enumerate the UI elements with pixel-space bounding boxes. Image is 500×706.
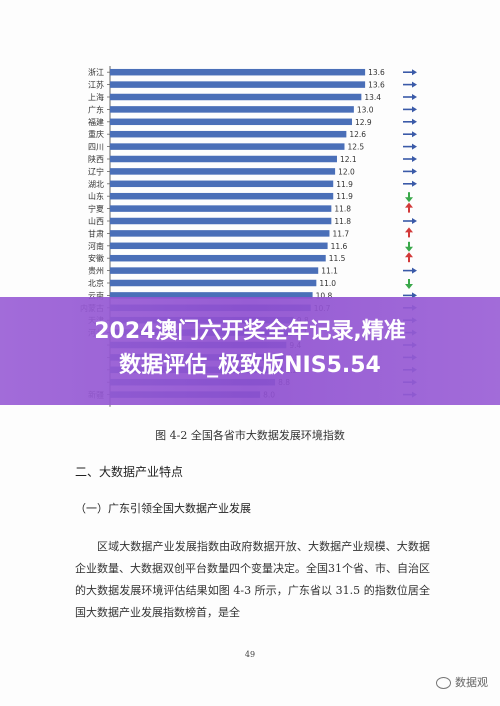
bar bbox=[110, 68, 366, 76]
value-label: 11.1 bbox=[321, 267, 338, 276]
trend-arrowhead-right-icon bbox=[412, 292, 417, 299]
bar bbox=[110, 81, 366, 88]
bar bbox=[110, 130, 347, 138]
bar-chart: 浙江 13.6 江苏 13.6 上海 13.4 广东 13.0 福建 12.9 重庆 12.6 四川 12… bbox=[80, 66, 417, 407]
trend-arrowhead-right-icon bbox=[412, 218, 417, 224]
bar bbox=[110, 217, 332, 225]
trend-arrowhead-right-icon bbox=[412, 156, 417, 162]
bar bbox=[110, 168, 336, 175]
bar bbox=[110, 242, 328, 250]
value-label: 12.0 bbox=[338, 167, 355, 176]
category-label: 江苏 bbox=[88, 80, 104, 90]
category-label: 浙江 bbox=[88, 67, 104, 77]
trend-arrowhead-right-icon bbox=[412, 69, 417, 76]
body-paragraph: 区域大数据产业发展指数由政府数据开放、大数据产业规模、大数据企业数量、大数据双创… bbox=[75, 540, 430, 619]
bar bbox=[110, 93, 362, 101]
category-label: 甘肃 bbox=[88, 228, 104, 238]
value-label: 11.8 bbox=[334, 205, 351, 214]
category-label: 贵州 bbox=[88, 266, 104, 276]
category-label: 云南 bbox=[88, 290, 104, 300]
category-label: 广东 bbox=[88, 104, 104, 114]
trend-arrowhead-down-icon bbox=[405, 197, 413, 203]
value-label: 12.5 bbox=[347, 143, 364, 152]
value-label: 12.1 bbox=[340, 155, 357, 164]
value-label: 13.4 bbox=[364, 93, 381, 102]
trend-arrowhead-right-icon bbox=[412, 94, 417, 100]
bar bbox=[110, 254, 326, 262]
banner-title: 2024澳门六开奖全年记录,精准 数据评估_极致版NIS5.54 bbox=[0, 315, 500, 383]
bar bbox=[110, 267, 319, 274]
page-number: 49 bbox=[244, 650, 256, 659]
category-label: 河南 bbox=[88, 241, 104, 251]
trend-arrowhead-right-icon bbox=[412, 81, 417, 88]
value-label: 10.8 bbox=[316, 291, 333, 300]
value-label: 11.9 bbox=[336, 192, 353, 201]
bar bbox=[110, 205, 332, 212]
trend-arrowhead-up-icon bbox=[405, 252, 413, 258]
trend-arrowhead-right-icon bbox=[412, 131, 417, 138]
trend-arrowhead-right-icon bbox=[412, 180, 417, 187]
section-heading: 二、大数据产业特点 bbox=[75, 465, 184, 479]
section-subheading: （一）广东引领全国大数据产业发展 bbox=[75, 502, 251, 515]
trend-arrowhead-up-icon bbox=[405, 202, 413, 208]
value-label: 12.6 bbox=[349, 130, 366, 139]
bar bbox=[110, 279, 317, 287]
title-banner bbox=[0, 297, 500, 405]
value-label: 11.5 bbox=[329, 254, 346, 263]
value-label: 13.6 bbox=[368, 81, 385, 90]
value-label: 13.0 bbox=[357, 105, 374, 114]
trend-arrowhead-right-icon bbox=[412, 118, 417, 125]
figure-caption: 图 4-2 全国各省市大数据发展环境指数 bbox=[155, 429, 345, 442]
category-label: 安徽 bbox=[88, 253, 104, 263]
trend-arrowhead-down-icon bbox=[405, 246, 413, 252]
bar bbox=[110, 143, 345, 150]
category-label: 湖北 bbox=[88, 180, 104, 189]
bar bbox=[110, 180, 334, 188]
category-label: 宁夏 bbox=[88, 204, 104, 214]
category-label: 四川 bbox=[88, 143, 104, 152]
wechat-icon bbox=[436, 677, 451, 689]
value-label: 11.9 bbox=[336, 180, 353, 189]
value-label: 12.9 bbox=[355, 118, 372, 127]
value-label: 11.0 bbox=[319, 279, 336, 288]
trend-arrowhead-right-icon bbox=[412, 168, 417, 175]
trend-arrowhead-right-icon bbox=[412, 267, 417, 274]
bar bbox=[110, 118, 352, 126]
category-label: 重庆 bbox=[88, 129, 104, 139]
category-label: 辽宁 bbox=[88, 166, 104, 176]
banner-title-line-2: 数据评估_极致版NIS5.54 bbox=[119, 353, 381, 378]
trend-arrowhead-right-icon bbox=[412, 106, 417, 113]
bar bbox=[110, 155, 337, 163]
value-label: 11.6 bbox=[331, 242, 348, 251]
bar bbox=[110, 230, 330, 237]
category-label: 北京 bbox=[88, 278, 104, 288]
bar bbox=[110, 292, 313, 299]
category-label: 陕西 bbox=[88, 154, 104, 164]
category-label: 上海 bbox=[88, 92, 104, 102]
watermark: 数据观 bbox=[436, 674, 488, 690]
value-label: 13.6 bbox=[368, 68, 385, 77]
bar bbox=[110, 106, 354, 113]
trend-arrowhead-down-icon bbox=[405, 284, 413, 289]
value-label: 11.7 bbox=[332, 229, 349, 238]
trend-arrowhead-up-icon bbox=[405, 227, 413, 233]
banner-title-line-1: 2024澳门六开奖全年记录,精准 bbox=[94, 319, 406, 344]
value-label: 11.8 bbox=[334, 217, 351, 226]
bar bbox=[110, 192, 334, 200]
category-label: 山东 bbox=[88, 191, 104, 201]
trend-arrowhead-right-icon bbox=[412, 143, 417, 150]
category-label: 福建 bbox=[88, 117, 104, 127]
watermark-text: 数据观 bbox=[455, 676, 488, 689]
category-label: 山西 bbox=[88, 216, 104, 226]
